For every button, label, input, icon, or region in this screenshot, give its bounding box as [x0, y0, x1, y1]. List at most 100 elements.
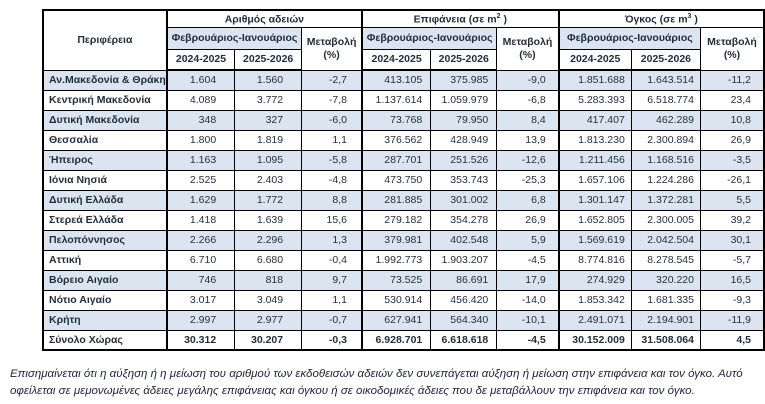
value-cell: -12,6: [496, 149, 560, 171]
value-cell: 376.562: [360, 129, 432, 151]
period-header-volume: Φεβρουάριος-Ιανουάριος: [557, 26, 701, 50]
value-cell: 348: [165, 109, 236, 131]
value-cell: -10,1: [496, 309, 560, 331]
value-cell: -6,0: [301, 109, 363, 131]
value-cell: 5.283.393: [557, 89, 632, 111]
table-row: Κρήτη 2.997 2.977 -0,7 627.941 564.340 -10,1 2.…: [42, 309, 765, 331]
region-cell: Κρήτη: [42, 309, 168, 331]
value-cell: 30.152.009: [557, 329, 632, 351]
value-cell: 1.224.286: [630, 169, 701, 191]
value-cell: 1.301.147: [557, 189, 632, 211]
building-permits-table: Περιφέρεια Αριθμός αδειών Επιφάνεια (σε …: [42, 9, 765, 351]
value-cell: 3.049: [234, 289, 303, 311]
region-cell: Θεσσαλία: [42, 129, 168, 151]
value-cell: 1.639: [234, 209, 303, 231]
table-row: Δυτική Ελλάδα 1.629 1.772 8,8 281.885 301.002…: [42, 189, 765, 211]
value-cell: 1.137.614: [360, 89, 432, 111]
group-header-permits: Αριθμός αδειών: [165, 9, 363, 28]
building-permits-table-wrap: Περιφέρεια Αριθμός αδειών Επιφάνεια (σε …: [42, 9, 765, 351]
year-header-surface-1: 2024-2025: [360, 48, 432, 71]
value-cell: 6.680: [234, 249, 303, 271]
value-cell: 1.095: [234, 149, 303, 171]
value-cell: 26,9: [496, 209, 560, 231]
value-cell: -11,2: [699, 69, 765, 91]
value-cell: -0,4: [301, 249, 363, 271]
value-cell: 2.491.071: [557, 309, 632, 331]
value-cell: 1.652.805: [557, 209, 632, 231]
value-cell: 1.629: [165, 189, 236, 211]
value-cell: 23,4: [699, 89, 765, 111]
value-cell: 2.403: [234, 169, 303, 191]
value-cell: -11,9: [699, 309, 765, 331]
change-header-surface-line1: Μεταβολή: [502, 36, 553, 49]
change-header-permits: Μεταβολή (%): [301, 26, 363, 71]
value-cell: 320.220: [630, 269, 701, 291]
table-body: Αν.Μακεδονία & Θράκη 1.604 1.560 -2,7 413.10…: [42, 69, 765, 351]
value-cell: 2.300.894: [630, 129, 701, 151]
value-cell: 353.743: [430, 169, 498, 191]
table-row: Κεντρική Μακεδονία 4.089 3.772 -7,8 1.137.61…: [42, 89, 765, 111]
value-cell: 1.604: [165, 69, 236, 91]
group-header-volume: Όγκος (σε m3 ): [557, 9, 765, 28]
table-row: Ήπειρος 1.163 1.095 -5,8 287.701 251.526 -12,6…: [42, 149, 765, 171]
year-header-surface-2: 2025-2026: [430, 48, 498, 71]
region-cell: Ήπειρος: [42, 149, 168, 171]
value-cell: 462.289: [630, 109, 701, 131]
value-cell: 402.548: [430, 229, 498, 251]
change-header-volume-line1: Μεταβολή: [707, 36, 757, 49]
value-cell: 39,2: [699, 209, 765, 231]
year-header-volume-1: 2024-2025: [557, 48, 632, 71]
value-cell: 327: [234, 109, 303, 131]
value-cell: 79.950: [430, 109, 498, 131]
value-cell: 17,9: [496, 269, 560, 291]
table-row: Στερεά Ελλάδα 1.418 1.639 15,6 279.182 354.27…: [42, 209, 765, 231]
value-cell: 1,1: [301, 289, 363, 311]
region-cell: Αττική: [42, 249, 168, 271]
table-row: Δυτική Μακεδονία 348 327 -6,0 73.768 79.950 8,…: [42, 109, 765, 131]
value-cell: 417.407: [557, 109, 632, 131]
value-cell: 30.207: [234, 329, 303, 351]
value-cell: 1.560: [234, 69, 303, 91]
value-cell: 287.701: [360, 149, 432, 171]
period-header-surface: Φεβρουάριος-Ιανουάριος: [360, 26, 498, 50]
value-cell: 1.569.619: [557, 229, 632, 251]
value-cell: 8.278.545: [630, 249, 701, 271]
change-header-volume-line2: (%): [723, 48, 741, 61]
value-cell: 6.710: [165, 249, 236, 271]
value-cell: 1.681.335: [630, 289, 701, 311]
region-cell: Σύνολο Χώρας: [42, 329, 168, 351]
value-cell: 1,3: [301, 229, 363, 251]
change-header-permits-line2: (%): [323, 48, 340, 61]
value-cell: 281.885: [360, 189, 432, 211]
value-cell: 564.340: [430, 309, 498, 331]
value-cell: 1.851.688: [557, 69, 632, 91]
value-cell: 354.278: [430, 209, 498, 231]
value-cell: -5,7: [699, 249, 765, 271]
group-header-volume-label: Όγκος (σε m: [624, 13, 688, 25]
value-cell: 6.618.618: [430, 329, 498, 351]
value-cell: 1.059.979: [430, 89, 498, 111]
value-cell: 1.772: [234, 189, 303, 211]
region-cell: Βόρειο Αιγαίο: [42, 269, 168, 291]
value-cell: 73.525: [360, 269, 432, 291]
value-cell: 3.772: [234, 89, 303, 111]
value-cell: 818: [234, 269, 303, 291]
group-header-surface-suffix: ): [500, 13, 507, 25]
value-cell: 30,1: [699, 229, 765, 251]
year-header-permits-1: 2024-2025: [165, 48, 236, 71]
value-cell: 5,5: [699, 189, 765, 211]
value-cell: 6,8: [496, 189, 560, 211]
value-cell: 1.992.773: [360, 249, 432, 271]
value-cell: 5,9: [496, 229, 560, 251]
value-cell: 1.800: [165, 129, 236, 151]
value-cell: -25,3: [496, 169, 560, 191]
period-header-permits: Φεβρουάριος-Ιανουάριος: [165, 26, 303, 50]
region-cell: Ιόνια Νησιά: [42, 169, 168, 191]
region-cell: Στερεά Ελλάδα: [42, 209, 168, 231]
value-cell: 1.657.106: [557, 169, 632, 191]
value-cell: 1.163: [165, 149, 236, 171]
value-cell: -4,8: [301, 169, 363, 191]
value-cell: -5,8: [301, 149, 363, 171]
value-cell: 4,5: [699, 329, 765, 351]
value-cell: 15,6: [301, 209, 363, 231]
